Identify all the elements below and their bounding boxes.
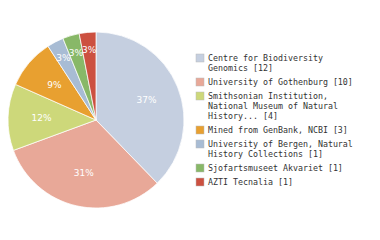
legend-label: University of Bergen, NaturalHistory Col…	[208, 139, 353, 159]
legend-label: University of Gothenburg [10]	[208, 77, 353, 87]
legend-item: Sjofartsmuseet Akvariet [1]	[196, 163, 343, 173]
legend-swatch	[196, 164, 204, 172]
legend-label: Centre for BiodiversityGenomics [12]	[208, 53, 323, 73]
legend-swatch	[196, 140, 204, 148]
data-label: 31%	[74, 168, 94, 178]
pie-slice	[79, 32, 96, 120]
legend-swatch	[196, 178, 204, 186]
legend-label-line: Genomics [12]	[208, 63, 273, 73]
legend-item: AZTI Tecnalia [1]	[196, 177, 293, 187]
legend-swatch	[196, 78, 204, 86]
chart: 37%31%12%9%3%3%3%Centre for Biodiversity…	[0, 0, 380, 240]
data-label: 9%	[47, 80, 62, 90]
legend-label: Smithsonian Institution,National Museum …	[208, 91, 338, 121]
legend-swatch	[196, 92, 204, 100]
data-labels: 37%31%12%9%3%3%3%	[31, 45, 157, 178]
legend-item: University of Bergen, NaturalHistory Col…	[196, 139, 353, 159]
legend-item: Centre for BiodiversityGenomics [12]	[196, 53, 323, 73]
legend-label: AZTI Tecnalia [1]	[208, 177, 293, 187]
legend-label-line: History Collections [1]	[208, 149, 323, 159]
legend-item: University of Gothenburg [10]	[196, 77, 353, 87]
legend-label-line: AZTI Tecnalia [1]	[208, 177, 293, 187]
pie	[8, 32, 184, 208]
legend-swatch	[196, 126, 204, 134]
legend: Centre for BiodiversityGenomics [12] Univ…	[196, 53, 353, 187]
legend-item: Mined from GenBank, NCBI [3]	[196, 125, 348, 135]
legend-label-line: University of Bergen, Natural	[208, 139, 353, 149]
legend-label-line: History... [4]	[208, 111, 278, 121]
legend-label: Sjofartsmuseet Akvariet [1]	[208, 163, 343, 173]
legend-item: Smithsonian Institution,National Museum …	[196, 91, 338, 121]
legend-label-line: Mined from GenBank, NCBI [3]	[208, 125, 348, 135]
legend-label-line: Sjofartsmuseet Akvariet [1]	[208, 163, 343, 173]
data-label: 37%	[137, 95, 157, 105]
legend-label-line: Centre for Biodiversity	[208, 53, 323, 63]
legend-label: Mined from GenBank, NCBI [3]	[208, 125, 348, 135]
legend-swatch	[196, 54, 204, 62]
data-label: 12%	[31, 113, 51, 123]
legend-label-line: National Museum of Natural	[208, 101, 338, 111]
data-label: 3%	[82, 45, 97, 55]
legend-label-line: University of Gothenburg [10]	[208, 77, 353, 87]
legend-label-line: Smithsonian Institution,	[208, 91, 328, 101]
